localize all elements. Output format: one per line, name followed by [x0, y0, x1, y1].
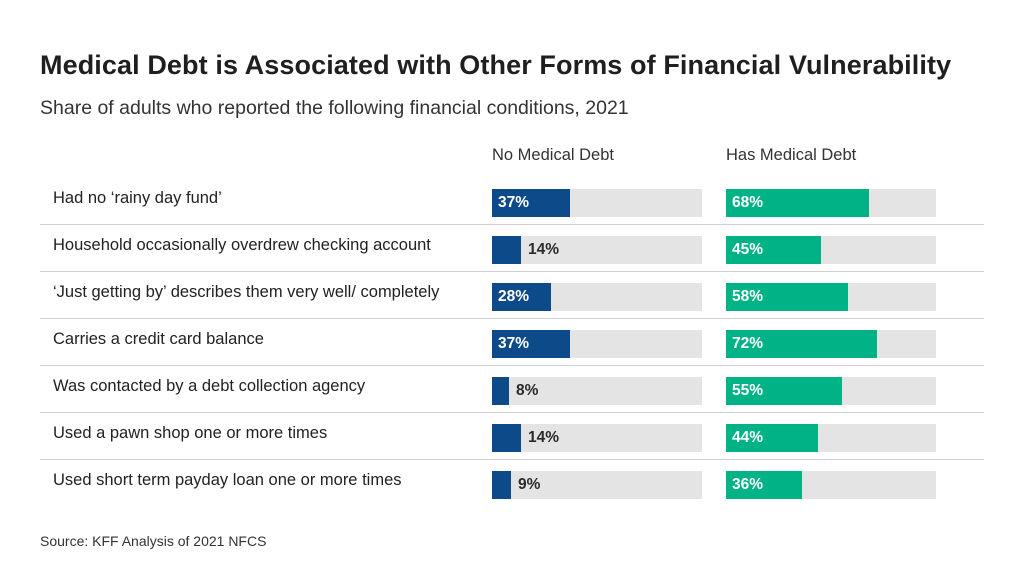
bar-track-no-medical-debt: 28% — [492, 283, 702, 311]
bar-track-no-medical-debt: 37% — [492, 330, 702, 358]
bar-has-medical-debt — [726, 189, 869, 217]
data-label-has-medical-debt: 45% — [732, 241, 764, 258]
bar-has-medical-debt — [726, 330, 877, 358]
data-label-no-medical-debt: 14% — [528, 241, 560, 258]
data-label-no-medical-debt: 8% — [516, 382, 539, 399]
bar-no-medical-debt — [492, 236, 521, 264]
bar-has-medical-debt — [726, 377, 842, 405]
category-label: ‘Just getting by’ describes them very we… — [53, 283, 440, 301]
bar-track-no-medical-debt: 9% — [492, 471, 702, 499]
bar-no-medical-debt — [492, 330, 570, 358]
data-label-has-medical-debt: 36% — [732, 476, 764, 493]
category-label: Carries a credit card balance — [53, 330, 264, 348]
chart-row: Household occasionally overdrew checking… — [40, 224, 984, 272]
bar-has-medical-debt — [726, 283, 848, 311]
chart-row: Used short term payday loan one or more … — [40, 459, 984, 506]
chart-row: Carries a credit card balance 37% 72% — [40, 318, 984, 366]
bar-no-medical-debt — [492, 471, 511, 499]
bar-no-medical-debt — [492, 189, 570, 217]
chart-row: Was contacted by a debt collection agenc… — [40, 365, 984, 413]
bar-track-has-medical-debt: 45% — [726, 236, 936, 264]
bar-track-has-medical-debt: 55% — [726, 377, 936, 405]
data-label-has-medical-debt: 72% — [732, 335, 764, 352]
data-label-no-medical-debt: 9% — [518, 476, 541, 493]
bar-no-medical-debt — [492, 424, 521, 452]
category-label: Had no ‘rainy day fund’ — [53, 189, 222, 207]
bar-track-has-medical-debt: 44% — [726, 424, 936, 452]
category-label: Used a pawn shop one or more times — [53, 424, 328, 442]
bar-track-has-medical-debt: 36% — [726, 471, 936, 499]
data-label-no-medical-debt: 14% — [528, 429, 560, 446]
data-label-has-medical-debt: 55% — [732, 382, 764, 399]
bar-track-has-medical-debt: 58% — [726, 283, 936, 311]
chart-subtitle: Share of adults who reported the followi… — [40, 97, 629, 119]
chart-title: Medical Debt is Associated with Other Fo… — [40, 50, 952, 80]
bar-no-medical-debt — [492, 283, 551, 311]
category-label: Household occasionally overdrew checking… — [53, 236, 431, 254]
data-label-has-medical-debt: 68% — [732, 194, 764, 211]
bar-track-has-medical-debt: 68% — [726, 189, 936, 217]
bar-no-medical-debt — [492, 377, 509, 405]
category-label: Used short term payday loan one or more … — [53, 471, 402, 489]
data-label-has-medical-debt: 44% — [732, 429, 764, 446]
bar-has-medical-debt — [726, 471, 802, 499]
bar-track-no-medical-debt: 8% — [492, 377, 702, 405]
bar-track-no-medical-debt: 14% — [492, 424, 702, 452]
chart-row: Had no ‘rainy day fund’ 37% 68% — [40, 177, 984, 225]
bar-has-medical-debt — [726, 424, 818, 452]
bar-track-has-medical-debt: 72% — [726, 330, 936, 358]
data-label-has-medical-debt: 58% — [732, 288, 764, 305]
chart-row: Used a pawn shop one or more times 14% 44% — [40, 412, 984, 460]
data-label-no-medical-debt: 28% — [498, 288, 530, 305]
data-label-no-medical-debt: 37% — [498, 335, 530, 352]
source-note: Source: KFF Analysis of 2021 NFCS — [40, 533, 267, 549]
series-header-no-medical-debt: No Medical Debt — [492, 146, 614, 164]
category-label: Was contacted by a debt collection agenc… — [53, 377, 366, 395]
bar-track-no-medical-debt: 37% — [492, 189, 702, 217]
series-header-has-medical-debt: Has Medical Debt — [726, 146, 857, 164]
bar-track-no-medical-debt: 14% — [492, 236, 702, 264]
chart-row: ‘Just getting by’ describes them very we… — [40, 271, 984, 319]
bar-has-medical-debt — [726, 236, 821, 264]
data-label-no-medical-debt: 37% — [498, 194, 530, 211]
